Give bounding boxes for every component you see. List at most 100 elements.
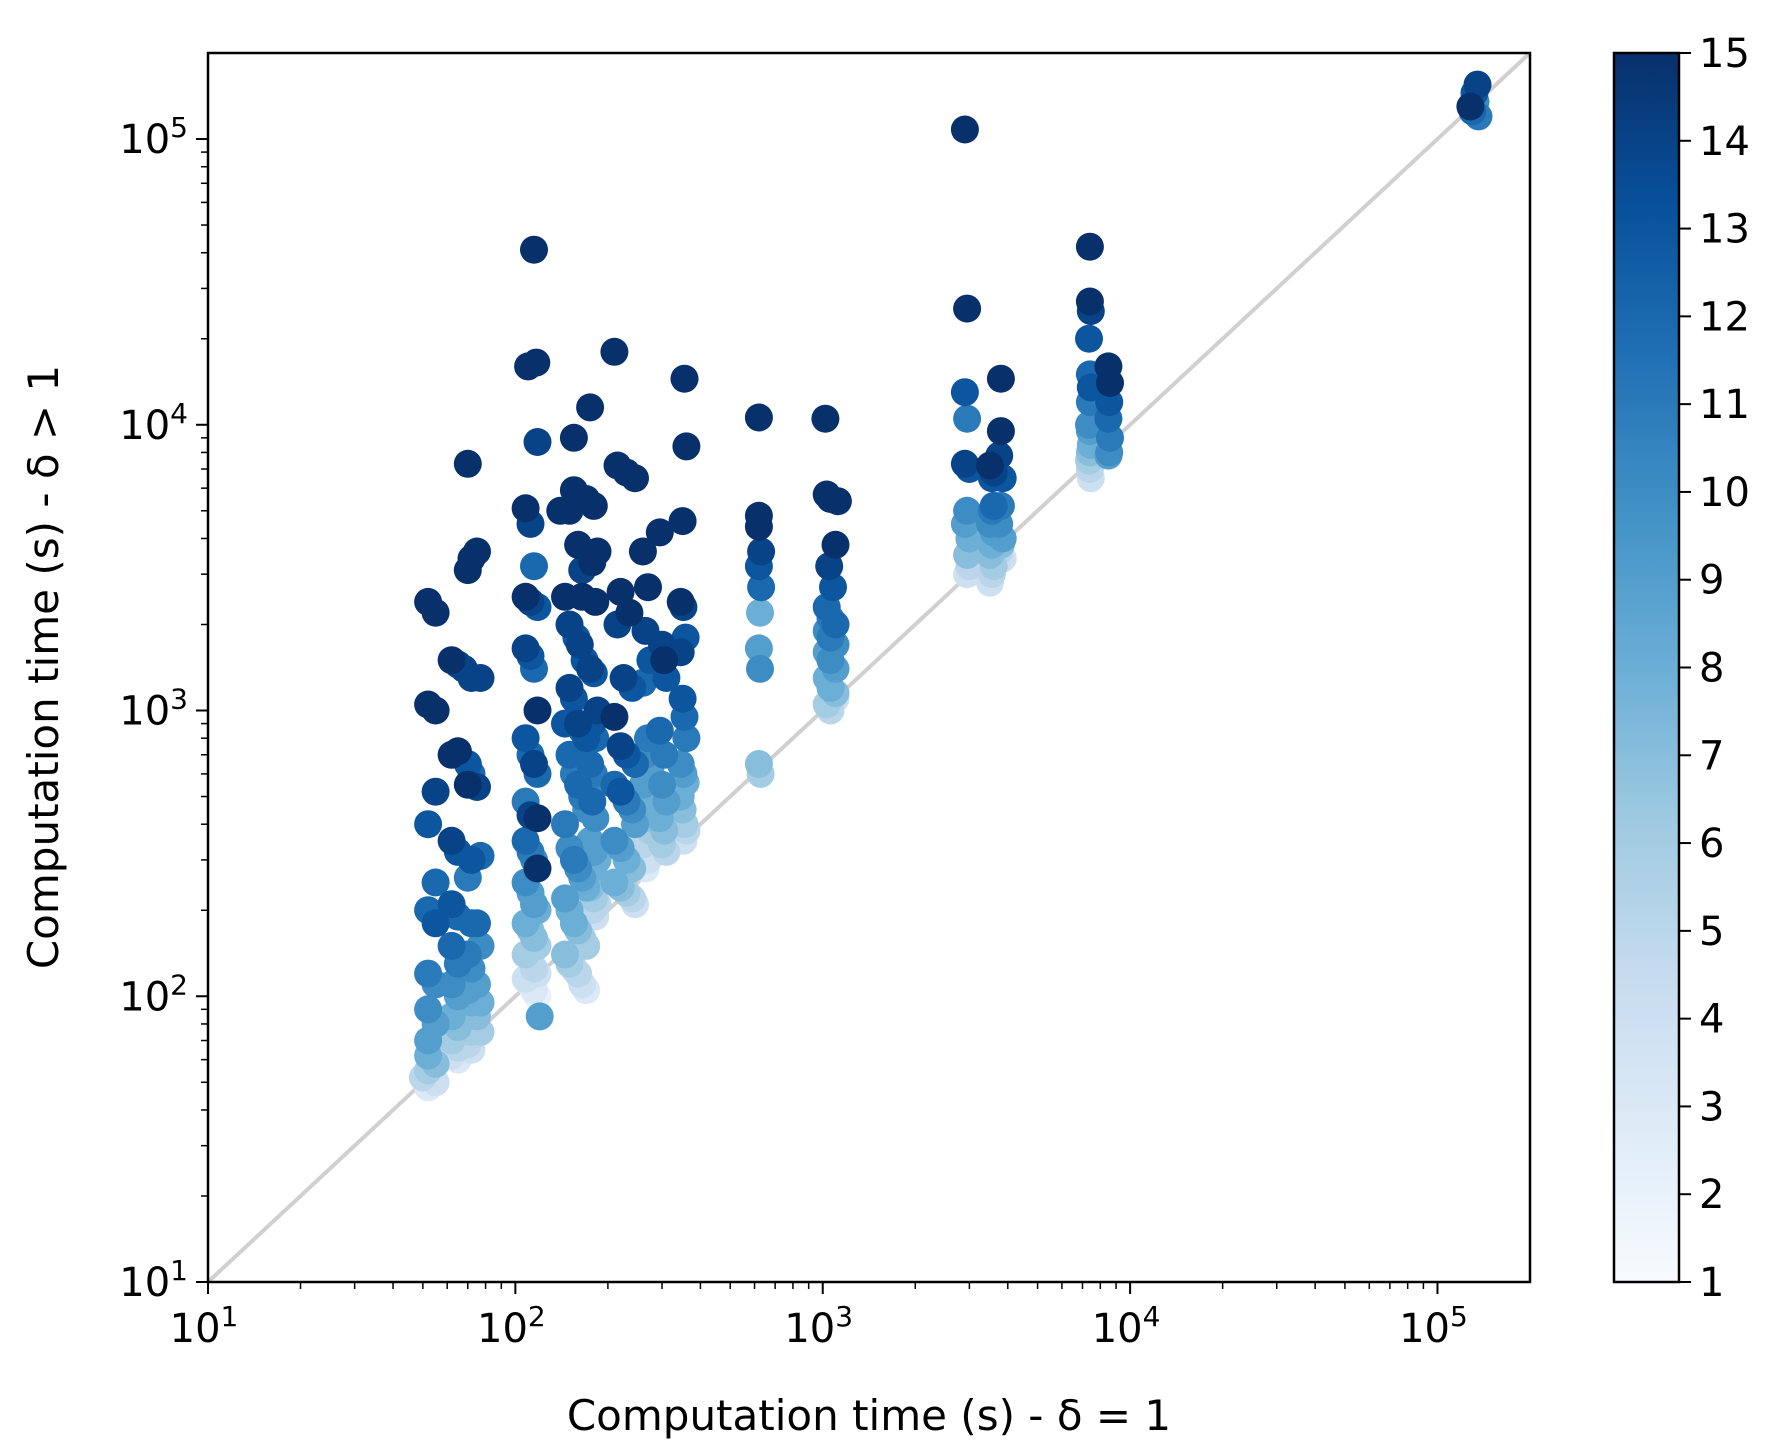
x-tick-label: 104 <box>1092 1300 1161 1352</box>
data-point <box>953 294 982 323</box>
data-point <box>578 548 607 577</box>
data-point <box>421 909 450 938</box>
data-point <box>523 804 552 833</box>
data-point <box>414 810 443 839</box>
data-point <box>414 995 443 1024</box>
data-point <box>986 364 1015 393</box>
data-point <box>746 654 774 683</box>
data-point <box>746 598 774 627</box>
data-point <box>511 826 540 855</box>
data-point <box>1075 324 1103 353</box>
data-point <box>1463 70 1492 99</box>
data-point <box>1075 287 1104 316</box>
data-point <box>457 845 486 874</box>
x-tick-label: 102 <box>477 1300 546 1352</box>
data-point <box>525 1002 554 1031</box>
x-tick-label: 101 <box>170 1300 239 1352</box>
y-tick-label: 105 <box>119 111 188 163</box>
data-point <box>579 491 608 520</box>
data-point <box>421 868 450 897</box>
colorbar-tick-label: 6 <box>1699 821 1724 867</box>
y-tick-label: 103 <box>119 683 188 735</box>
colorbar-tick-label: 10 <box>1699 470 1750 516</box>
data-point <box>576 750 605 778</box>
data-point <box>463 909 491 938</box>
data-point <box>1075 232 1104 261</box>
colorbar-tick-label: 15 <box>1699 31 1750 77</box>
data-point <box>565 630 594 659</box>
data-point <box>437 890 466 919</box>
data-point <box>606 777 635 806</box>
data-point <box>559 909 588 938</box>
data-point <box>421 696 450 725</box>
data-point <box>600 826 629 855</box>
data-point <box>520 750 548 778</box>
data-point <box>576 654 605 683</box>
data-point <box>581 587 610 616</box>
data-point <box>670 364 699 393</box>
data-point <box>953 496 982 525</box>
colorbar-tick-label: 1 <box>1699 1260 1724 1306</box>
data-point <box>551 940 579 969</box>
colorbar-tick-label: 9 <box>1699 558 1724 604</box>
x-tick-label: 105 <box>1399 1300 1468 1352</box>
data-point <box>443 737 472 766</box>
data-point <box>979 491 1008 520</box>
data-point <box>672 432 701 461</box>
data-points <box>408 70 1493 1102</box>
data-point <box>672 724 701 753</box>
data-point <box>421 777 450 806</box>
data-point <box>650 740 679 769</box>
data-point <box>511 724 540 753</box>
y-axis-label: Computation time (s) - δ > 1 <box>19 365 68 969</box>
data-point <box>600 337 629 366</box>
data-point <box>523 696 552 725</box>
colorbar-tick-label: 13 <box>1699 207 1750 253</box>
data-point <box>437 826 466 855</box>
data-point <box>578 787 607 816</box>
data-point <box>453 770 482 799</box>
data-point <box>437 931 466 960</box>
data-point <box>414 959 443 988</box>
colorbar-tick-label: 12 <box>1699 294 1750 340</box>
data-point <box>600 702 629 731</box>
data-point <box>634 573 662 602</box>
plot-frame <box>206 51 1532 1284</box>
data-point <box>628 537 657 566</box>
data-point <box>559 845 588 874</box>
colorbar-tick-label: 4 <box>1699 997 1724 1043</box>
x-axis: 101 102 103 104 105 <box>170 1282 1468 1352</box>
data-point <box>511 582 540 611</box>
y-tick-label: 102 <box>119 968 188 1020</box>
data-point <box>950 115 979 144</box>
data-point <box>744 634 773 663</box>
data-point <box>744 403 773 432</box>
data-point <box>606 732 635 761</box>
data-point <box>520 552 548 581</box>
data-point <box>668 684 697 713</box>
data-point <box>466 664 495 692</box>
data-point <box>437 646 466 675</box>
data-point <box>744 750 773 778</box>
data-point <box>648 770 676 799</box>
data-point <box>819 573 847 602</box>
data-point <box>747 573 776 602</box>
data-point <box>821 610 850 639</box>
data-point <box>523 854 552 883</box>
data-point <box>650 646 679 675</box>
data-point <box>815 552 844 581</box>
colorbar-tick-label: 3 <box>1699 1084 1724 1130</box>
data-point <box>744 512 773 541</box>
data-point <box>520 235 548 264</box>
data-point <box>609 664 638 692</box>
data-point <box>645 518 674 547</box>
data-point <box>950 449 979 478</box>
colorbar-tick-label: 2 <box>1699 1172 1724 1218</box>
colorbar-tick-label: 8 <box>1699 646 1724 692</box>
data-point <box>645 716 674 745</box>
data-point <box>666 587 695 616</box>
data-point <box>463 537 491 566</box>
colorbar-tick-label: 7 <box>1699 733 1724 779</box>
